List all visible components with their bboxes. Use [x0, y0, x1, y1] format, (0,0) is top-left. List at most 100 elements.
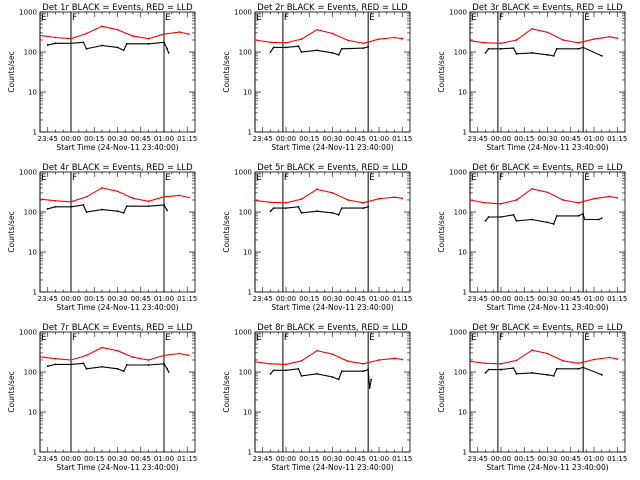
x-tick-label: 00:15	[84, 455, 104, 463]
series-line-events	[485, 46, 603, 57]
x-tick-label: 01:00	[154, 295, 174, 303]
data-point-lld	[515, 39, 518, 41]
data-point-lld	[178, 352, 181, 355]
data-point-events	[166, 367, 169, 370]
data-point-events	[297, 205, 300, 208]
y-axis-label: Counts/sec	[437, 211, 446, 252]
data-point-events	[555, 214, 558, 217]
x-axis-label: Start Time (24-Nov-11 23:40:00)	[271, 463, 393, 472]
x-tick-label: 01:00	[154, 455, 174, 463]
data-point-lld	[269, 201, 272, 204]
data-point-events	[316, 372, 318, 375]
y-tick-label: 10	[243, 409, 252, 417]
data-point-lld	[393, 357, 396, 360]
data-point-events	[367, 368, 370, 371]
series-line-lld	[254, 29, 403, 44]
y-axis-label: Counts/sec	[437, 371, 446, 412]
data-point-events	[500, 216, 502, 218]
data-point-lld	[484, 362, 487, 365]
y-axis-label: Counts/sec	[7, 51, 16, 92]
y-tick-label: 1000	[19, 9, 37, 17]
data-point-events	[166, 47, 169, 50]
marker-label: E	[165, 333, 171, 343]
data-point-events	[552, 374, 555, 377]
data-point-events	[166, 209, 169, 212]
data-point-lld	[285, 363, 287, 366]
data-point-events	[116, 367, 119, 370]
data-point-lld	[593, 38, 595, 41]
x-tick-label: 01:15	[177, 135, 197, 143]
data-point-events	[70, 363, 72, 366]
data-point-lld	[39, 34, 41, 37]
x-tick-label: 00:45	[131, 135, 151, 143]
series-line-events	[270, 368, 372, 389]
y-axis-label: Counts/sec	[222, 371, 231, 412]
data-point-events	[552, 54, 555, 57]
plot-frame	[254, 331, 411, 453]
data-point-events	[122, 49, 125, 52]
data-point-lld	[101, 25, 103, 28]
data-point-events	[46, 365, 49, 368]
data-point-lld	[285, 41, 287, 44]
data-point-events	[54, 42, 57, 45]
data-point-lld	[116, 349, 119, 352]
x-tick-label: 23:45	[253, 295, 273, 303]
y-axis-label: Counts/sec	[7, 371, 16, 412]
x-tick-label: 00:00	[61, 295, 81, 303]
data-point-events	[116, 210, 119, 213]
data-point-lld	[147, 359, 150, 361]
data-point-events	[515, 52, 518, 55]
x-tick-label: 00:15	[84, 135, 104, 143]
x-tick-label: 00:30	[322, 135, 342, 143]
data-point-lld	[608, 195, 611, 198]
x-tick-label: 01:15	[607, 295, 627, 303]
x-tick-label: 01:15	[392, 455, 412, 463]
x-tick-label: 00:30	[537, 135, 557, 143]
data-point-lld	[562, 359, 564, 362]
x-tick-label: 01:15	[607, 455, 627, 463]
data-point-events	[70, 42, 72, 45]
series-line-events	[47, 41, 170, 54]
chart-title: Det 5r BLACK = Events, RED = LLD	[257, 163, 408, 173]
data-point-events	[582, 366, 585, 369]
data-point-lld	[616, 197, 619, 199]
y-tick-label: 10	[458, 409, 467, 417]
data-point-lld	[132, 356, 134, 359]
data-point-lld	[500, 202, 502, 205]
data-point-lld	[546, 352, 549, 355]
data-point-lld	[147, 200, 150, 203]
data-point-events	[101, 44, 103, 47]
x-tick-label: 00:00	[491, 295, 511, 303]
data-point-events	[340, 47, 343, 50]
data-point-lld	[378, 359, 380, 361]
data-point-events	[331, 211, 334, 214]
data-point-lld	[163, 354, 165, 357]
series-line-events	[485, 366, 603, 377]
y-tick-label: 1000	[234, 329, 252, 337]
marker-label: F	[499, 13, 504, 23]
y-tick-label: 1	[248, 449, 252, 457]
chart-panel-1: Det 1r BLACK = Events, RED = LLD 1 10 100 10…	[7, 3, 197, 152]
x-tick-label: 00:45	[346, 135, 366, 143]
marker-label: E	[471, 333, 477, 343]
chart-title: Det 9r BLACK = Events, RED = LLD	[472, 323, 623, 333]
data-point-lld	[187, 33, 190, 36]
data-point-events	[600, 54, 603, 57]
data-point-events	[367, 205, 370, 208]
series-line-lld	[469, 349, 618, 365]
data-point-lld	[393, 196, 396, 199]
data-point-lld	[54, 199, 57, 202]
data-point-lld	[608, 356, 611, 359]
data-point-lld	[316, 349, 318, 352]
x-tick-label: 00:45	[131, 455, 151, 463]
data-point-events	[546, 53, 549, 56]
marker-label: E	[256, 13, 262, 23]
series-line-lld	[469, 28, 618, 44]
y-tick-label: 1000	[19, 329, 37, 337]
x-tick-label: 01:15	[607, 135, 627, 143]
data-point-events	[487, 47, 490, 50]
data-point-events	[163, 362, 165, 365]
data-point-events	[600, 217, 603, 220]
x-tick-label: 01:15	[392, 295, 412, 303]
